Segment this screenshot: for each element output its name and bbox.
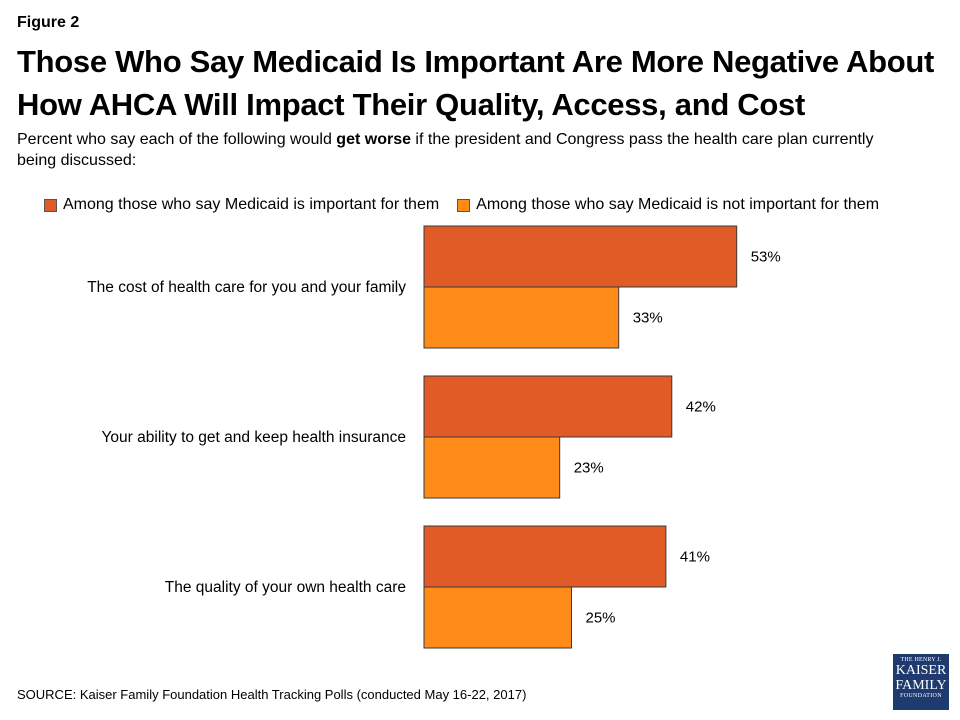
- subtitle-text-before: Percent who say each of the following wo…: [17, 131, 337, 148]
- legend-item-not-important: Among those who say Medicaid is not impo…: [457, 196, 879, 214]
- bar-important: [423, 225, 738, 288]
- legend-item-important: Among those who say Medicaid is importan…: [44, 196, 439, 214]
- logo-line-3: FAMILY: [895, 678, 947, 693]
- legend-swatch-important: [44, 198, 57, 212]
- category-label: The quality of your own health care: [165, 579, 406, 596]
- category-label: The cost of health care for you and your…: [87, 279, 406, 296]
- legend-label-important: Among those who say Medicaid is importan…: [63, 196, 440, 213]
- data-label: 23%: [574, 460, 604, 477]
- data-label: 53%: [751, 249, 781, 266]
- logo-line-2: KAISER: [895, 663, 947, 678]
- legend-label-not-important: Among those who say Medicaid is not impo…: [476, 196, 880, 213]
- chart-subtitle: Percent who say each of the following wo…: [17, 129, 917, 171]
- chart-title: Those Who Say Medicaid Is Important Are …: [17, 44, 935, 122]
- data-label: 33%: [633, 310, 663, 327]
- logo-line-4: FOUNDATION: [900, 693, 942, 699]
- subtitle-text-after: if the president and Congress pass the h…: [17, 131, 874, 169]
- legend-swatch-not-important: [457, 198, 471, 212]
- subtitle-emphasis: get worse: [336, 131, 411, 148]
- bar-not-important: [423, 286, 620, 349]
- logo-line-1: THE HENRY J.: [900, 657, 942, 663]
- bar-important: [423, 525, 667, 588]
- bar-important: [423, 375, 673, 438]
- kff-logo: THE HENRY J. KAISER FAMILY FOUNDATION: [893, 654, 949, 710]
- figure-label: Figure 2: [17, 14, 80, 31]
- bar-not-important: [423, 436, 561, 499]
- category-label: Your ability to get and keep health insu…: [102, 429, 406, 446]
- bar-not-important: [423, 586, 572, 649]
- data-label: 41%: [680, 549, 710, 566]
- data-label: 25%: [586, 610, 616, 627]
- chart-legend: Among those who say Medicaid is importan…: [44, 196, 897, 214]
- data-label: 42%: [686, 399, 716, 416]
- source-note: SOURCE: Kaiser Family Foundation Health …: [17, 687, 527, 702]
